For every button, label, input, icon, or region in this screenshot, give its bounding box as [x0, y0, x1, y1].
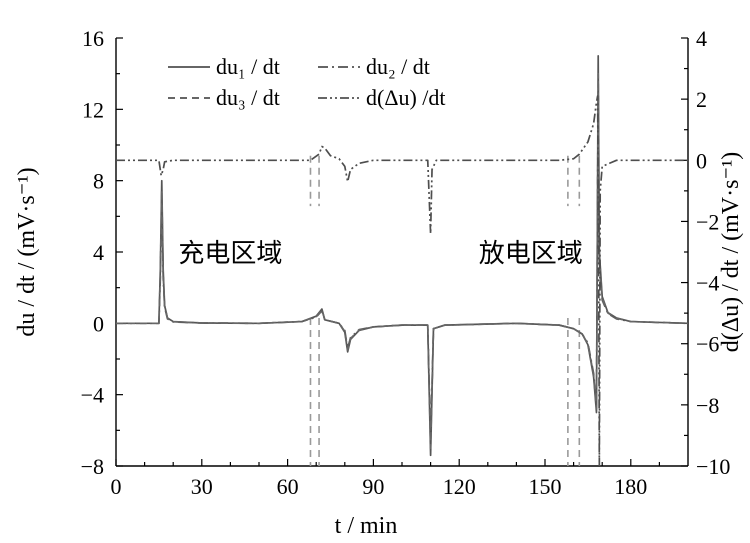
- region-label-1: 充电区域: [178, 239, 282, 269]
- y-left-tick-label: −8: [81, 454, 104, 479]
- annotations: 充电区域 放电区域: [178, 239, 582, 269]
- region-label-2: 放电区域: [479, 239, 583, 269]
- y-left-tick-label: 0: [93, 311, 104, 336]
- y-right-tick-label: 2: [696, 87, 707, 112]
- y-right-axis: −10 −8 −6 −4 −2 0 2 4: [681, 26, 730, 479]
- legend-label-3: du₃ / dt: [216, 85, 280, 110]
- y-right-tick-label: 0: [696, 148, 707, 173]
- y-right-tick-label: −6: [696, 332, 719, 357]
- legend-label-2: du₂ / dt: [366, 54, 430, 79]
- y-right-tick-label: 4: [696, 26, 707, 51]
- y-right-tick-label: −8: [696, 393, 719, 418]
- y-right-tick-label: −10: [696, 454, 730, 479]
- x-tick-label: 30: [191, 474, 213, 499]
- y-left-tick-label: 12: [82, 97, 104, 122]
- y-left-tick-label: 8: [93, 169, 104, 194]
- x-tick-label: 150: [529, 474, 562, 499]
- x-tick-label: 90: [362, 474, 384, 499]
- y-left-tick-label: 4: [93, 240, 104, 265]
- legend-label-1: du₁ / dt: [216, 54, 280, 79]
- vertical-markers: [309, 155, 581, 466]
- legend-label-4: d(Δu) /dt: [366, 85, 446, 110]
- series-line-4: [116, 95, 688, 466]
- y-left-axis: −8 −4 0 4 8 12 16: [81, 26, 123, 479]
- y-left-tick-label: 16: [82, 26, 104, 51]
- y-right-tick-label: −4: [696, 271, 719, 296]
- x-tick-label: 180: [614, 474, 647, 499]
- y-left-axis-title: du / dt / (mV·s⁻¹): [14, 167, 40, 336]
- y-right-tick-label: −2: [696, 209, 719, 234]
- x-tick-label: 0: [111, 474, 122, 499]
- x-axis-title: t / min: [335, 513, 398, 539]
- x-tick-label: 60: [277, 474, 299, 499]
- legend: du₁ / dt du₂ / dt du₃ / dt d(Δu) /dt: [168, 54, 446, 110]
- x-axis: 0 30 60 90 120 150 180: [111, 459, 661, 499]
- x-tick-label: 120: [443, 474, 476, 499]
- y-left-tick-label: −4: [81, 383, 104, 408]
- series-layer: [116, 54, 688, 466]
- y-right-axis-title: d(Δu) / dt / (mV·s⁻¹): [718, 152, 744, 353]
